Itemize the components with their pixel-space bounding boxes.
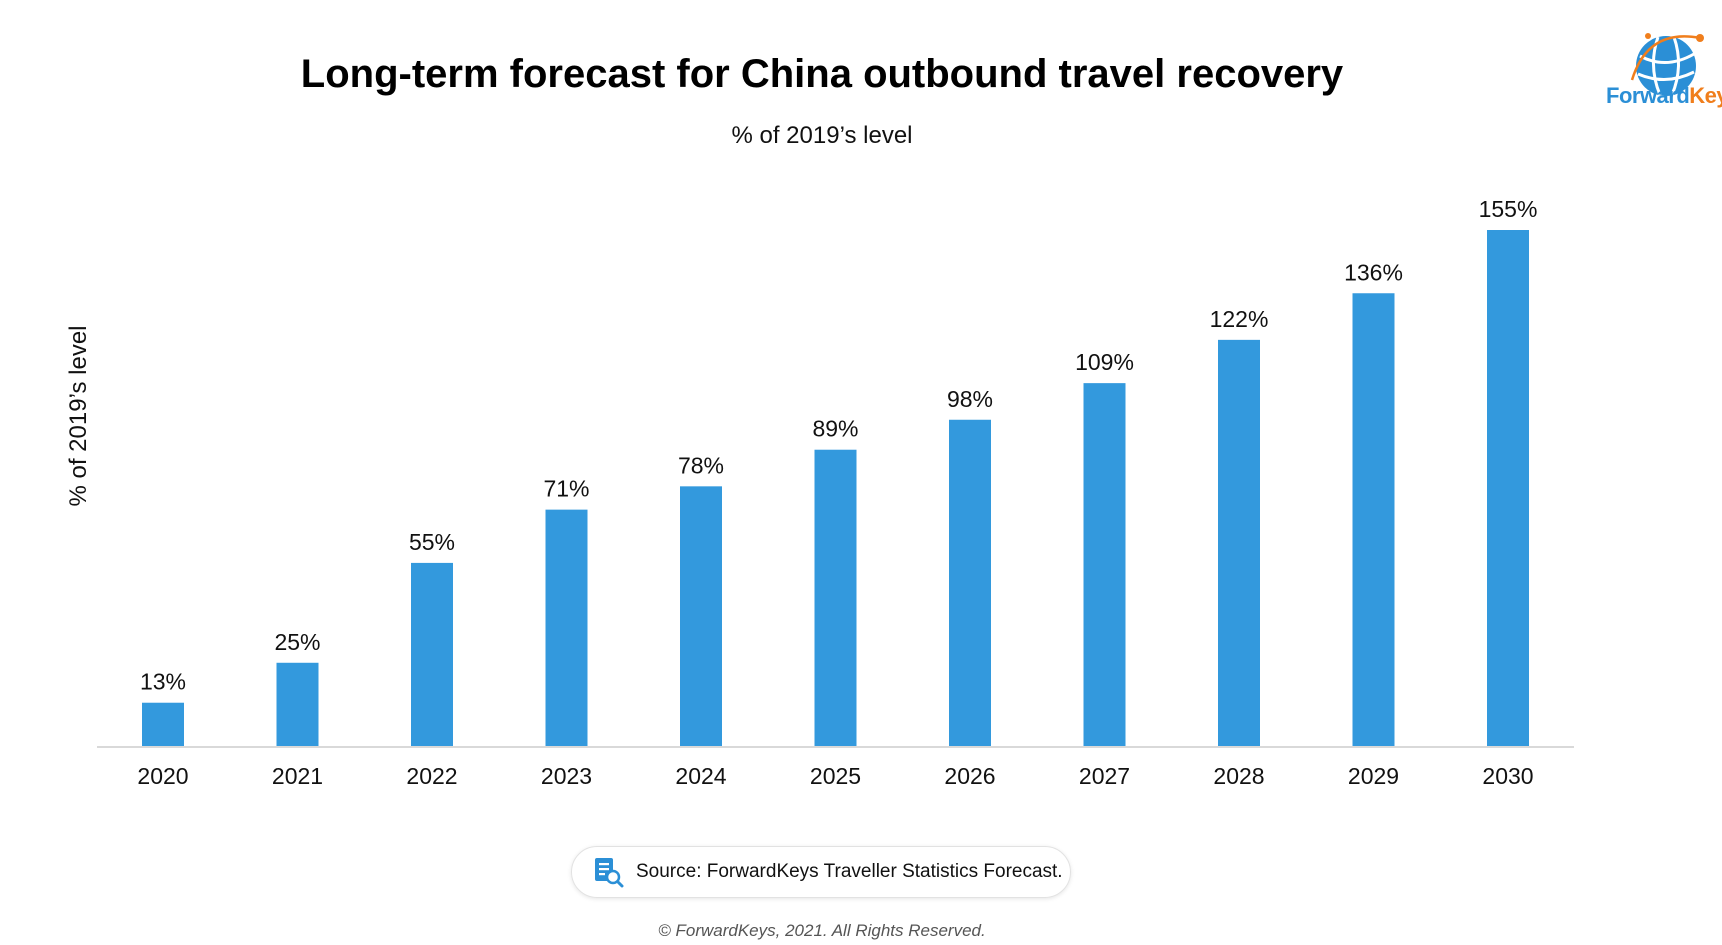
logo-word-2: Keys: [1689, 83, 1722, 108]
x-tick-label-2024: 2024: [675, 763, 726, 789]
data-label-2028: 122%: [1210, 306, 1269, 332]
data-label-2021: 25%: [274, 629, 320, 655]
copyright-text: © ForwardKeys, 2021. All Rights Reserved…: [658, 921, 986, 940]
bar-2020: [142, 702, 184, 746]
data-label-2025: 89%: [812, 416, 858, 442]
bar-2027: [1083, 383, 1126, 746]
source-pill: Source: ForwardKeys Traveller Statistics…: [571, 846, 1071, 898]
data-label-2020: 13%: [140, 669, 186, 695]
x-tick-label-2022: 2022: [406, 763, 457, 789]
bar-2028: [1218, 339, 1260, 746]
forwardkeys-logo: ForwardKeys: [1606, 83, 1722, 109]
chart-title: Long-term forecast for China outbound tr…: [300, 52, 1344, 96]
x-tick-label-2030: 2030: [1482, 763, 1533, 789]
data-label-2026: 98%: [947, 386, 993, 412]
bar-2025: [814, 449, 857, 746]
bar-2023: [545, 509, 588, 746]
data-label-2024: 78%: [678, 452, 724, 478]
data-label-2029: 136%: [1344, 259, 1403, 285]
bar-2021: [276, 662, 319, 746]
bar-2029: [1352, 293, 1395, 746]
data-label-2027: 109%: [1075, 349, 1134, 375]
x-tick-label-2027: 2027: [1079, 763, 1130, 789]
x-tick-label-2025: 2025: [810, 763, 861, 789]
x-tick-label-2029: 2029: [1348, 763, 1399, 789]
bar-2030: [1487, 230, 1529, 746]
chart-subtitle: % of 2019’s level: [731, 122, 913, 149]
x-tick-label-2020: 2020: [137, 763, 188, 789]
x-tick-label-2021: 2021: [272, 763, 323, 789]
logo-word-1: Forward: [1606, 83, 1690, 108]
bar-2024: [680, 486, 722, 746]
data-label-2030: 155%: [1479, 196, 1538, 222]
data-label-2022: 55%: [409, 529, 455, 555]
data-label-2023: 71%: [543, 476, 589, 502]
globe-icon: [1630, 33, 1704, 96]
bar-2022: [411, 562, 453, 746]
document-search-icon: [595, 858, 624, 888]
x-tick-label-2026: 2026: [944, 763, 995, 789]
x-tick-label-2028: 2028: [1213, 763, 1264, 789]
x-tick-label-2023: 2023: [541, 763, 592, 789]
source-text: Source: ForwardKeys Traveller Statistics…: [636, 861, 1063, 882]
bar-2026: [949, 419, 991, 746]
